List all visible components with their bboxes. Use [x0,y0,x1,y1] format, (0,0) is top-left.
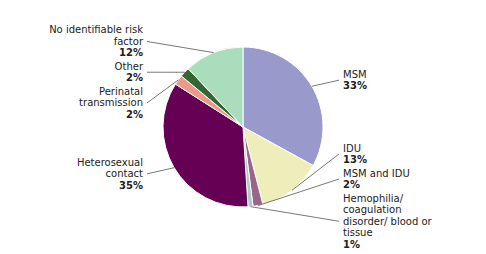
slice-label: Other [115,61,144,72]
slice-label: contact [106,168,144,179]
slice-label: Heterosexual [77,157,143,168]
slices [163,47,323,207]
data-label: 12% [119,47,143,58]
data-label: 1% [343,239,360,250]
slice-label: MSM and IDU [343,168,410,179]
slice-label: coagulation [343,204,402,215]
slice-label: MSM [343,69,367,80]
leader-line [258,179,339,206]
chart: MSM33%IDU13%MSM and IDU2%Hemophilia/coag… [0,0,486,254]
slice-label: disorder/ blood or [343,216,433,227]
data-label: 13% [343,154,367,165]
leader-line [147,168,174,174]
pie-slice [188,47,243,127]
data-label: 2% [343,179,360,190]
slice-label: IDU [343,143,361,154]
leader-line [147,41,214,52]
leader-line [292,154,339,190]
data-label: 2% [126,72,143,83]
slice-label: Hemophilia/ [343,193,404,204]
leader-line [147,80,178,103]
leader-line [251,207,339,222]
slice-label: No identifiable risk [49,24,143,35]
leader-line [147,72,185,73]
data-label: 2% [126,109,143,120]
labels: MSM33%IDU13%MSM and IDU2%Hemophilia/coag… [49,24,432,249]
slice-label: tissue [343,227,373,238]
slice-label: transmission [79,97,143,108]
slice-label: Perinatal [99,86,143,97]
leader-line [312,80,339,86]
data-label: 35% [119,180,143,191]
leader-lines [147,41,339,221]
slice-label: factor [114,36,144,47]
data-label: 33% [343,80,367,91]
